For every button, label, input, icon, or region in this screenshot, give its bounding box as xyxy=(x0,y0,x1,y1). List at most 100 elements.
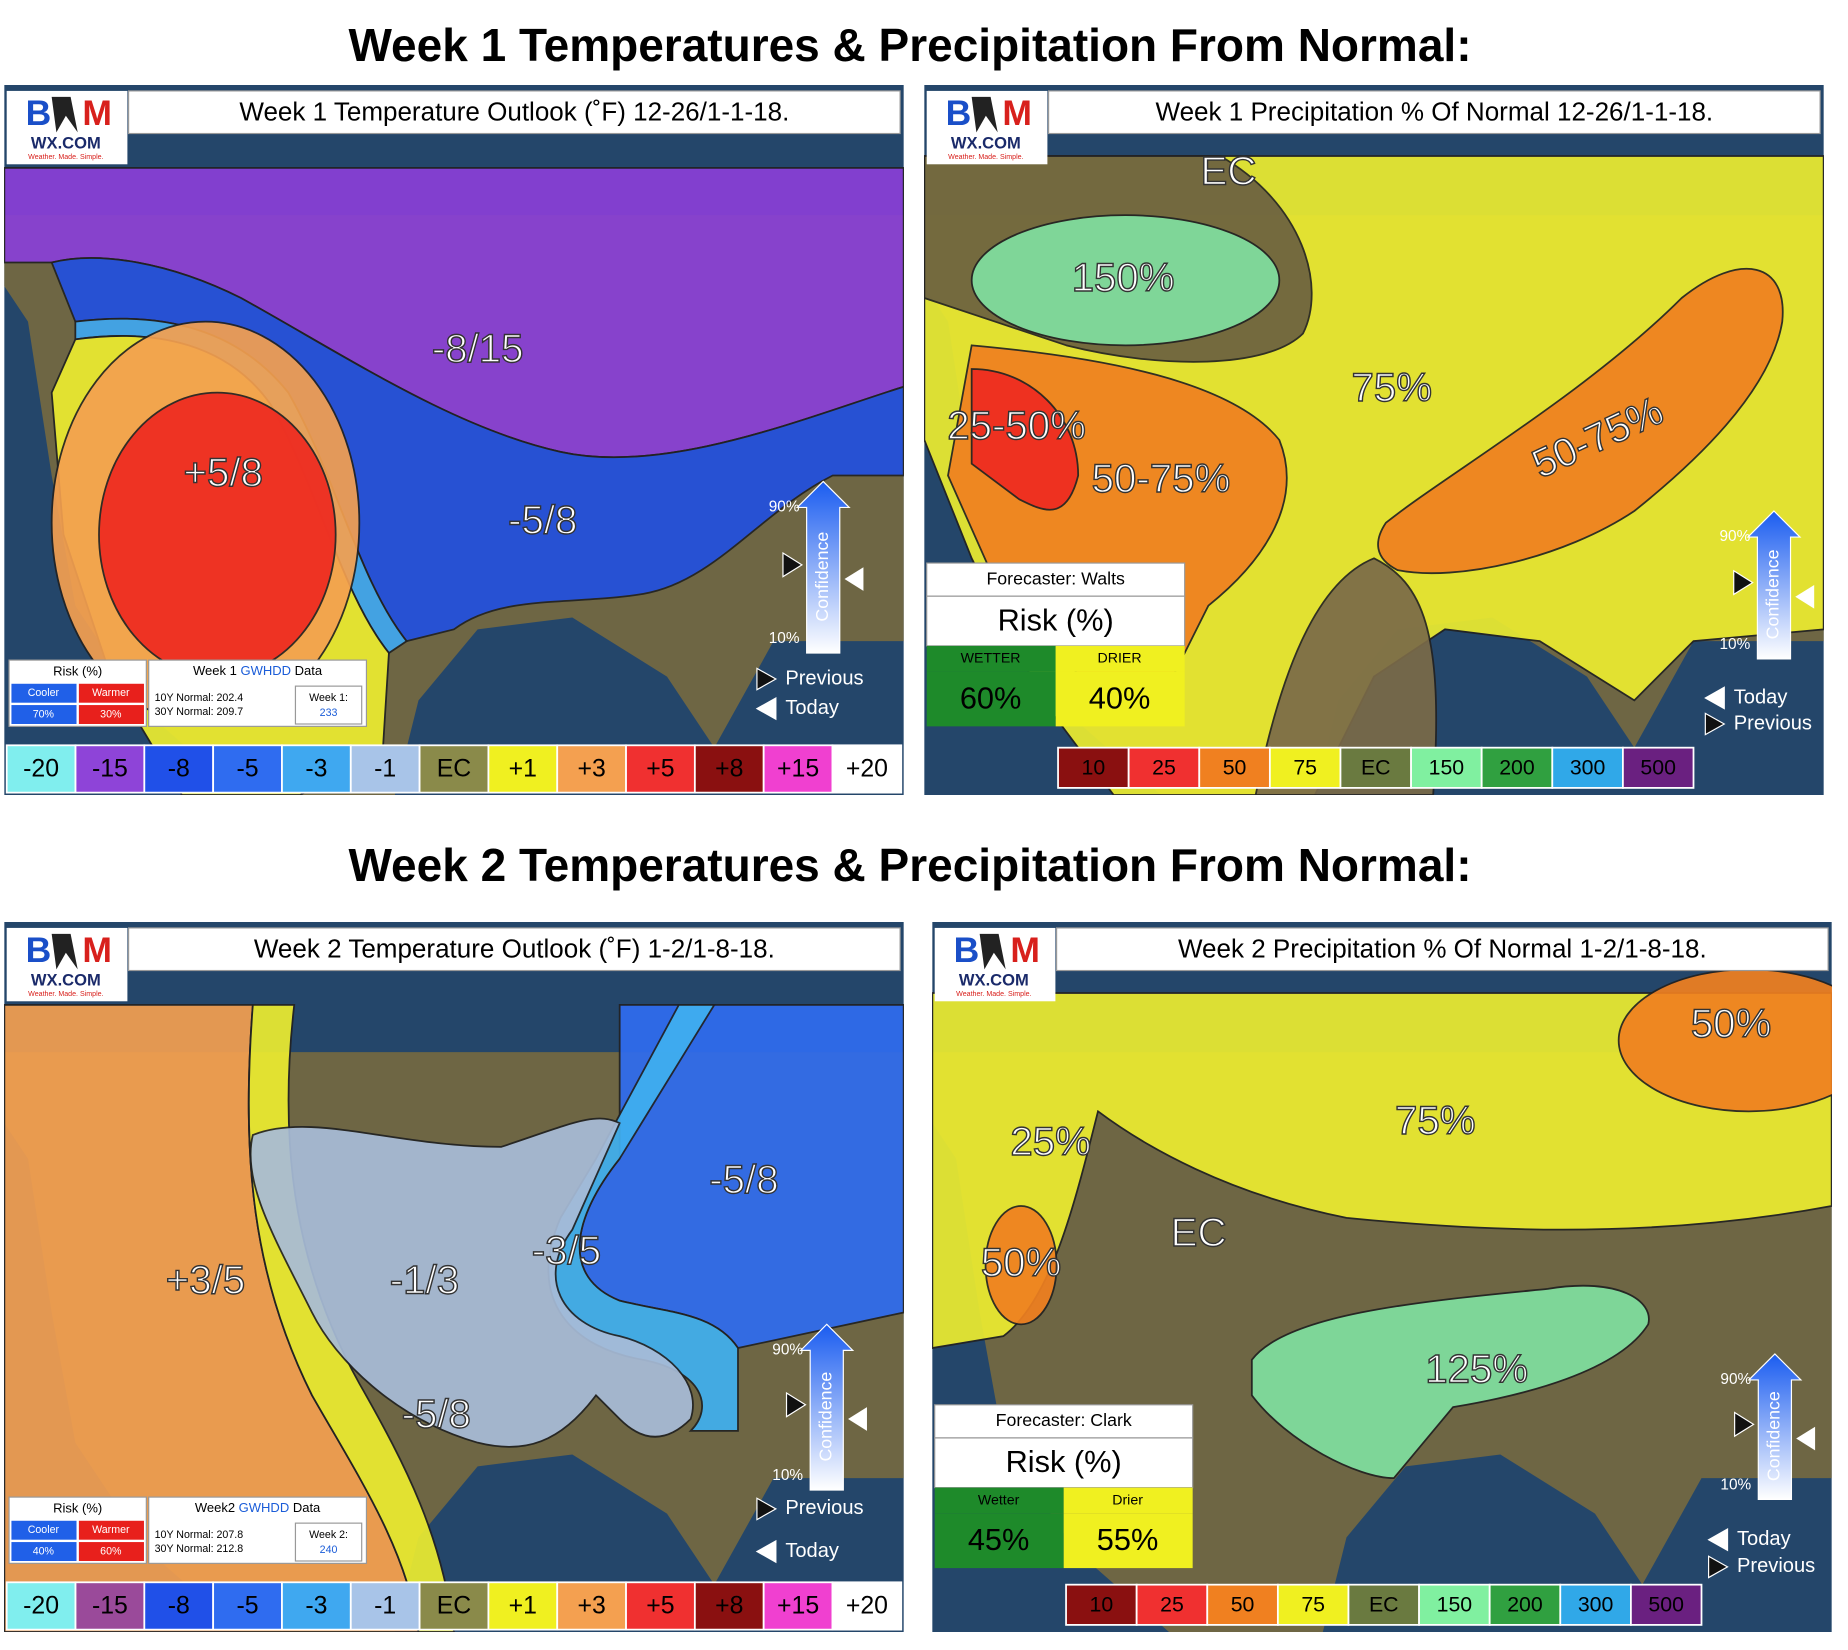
legend-swatch xyxy=(1206,1583,1279,1626)
nav-today[interactable]: Today xyxy=(1734,686,1789,708)
logo-letter: M xyxy=(1010,930,1040,970)
nav-previous[interactable]: Previous xyxy=(785,667,863,689)
legend-label: 50 xyxy=(1231,1593,1255,1617)
region-label: 75% xyxy=(1395,1098,1476,1143)
legend-label: -3 xyxy=(305,756,327,783)
confidence-low: 10% xyxy=(1720,1476,1751,1493)
outlook-region xyxy=(970,214,1281,347)
drier-label: DRIER xyxy=(1098,651,1142,667)
legend-swatch xyxy=(1630,1583,1703,1626)
logo-tagline: Weather. Made. Simple. xyxy=(28,153,103,161)
legend-swatch xyxy=(1135,1583,1209,1626)
legend-label: +1 xyxy=(509,1593,537,1620)
confidence-high: 90% xyxy=(1720,528,1751,545)
legend-swatch xyxy=(74,744,146,794)
section-heading: Week 2 Temperatures & Precipitation From… xyxy=(348,839,1472,891)
gwhdd-normal-30y: 30Y Normal: 209.7 xyxy=(155,706,244,718)
drier-value: 55% xyxy=(1097,1522,1159,1557)
legend-swatch xyxy=(212,1581,283,1631)
wetter-cell xyxy=(926,645,1056,672)
drier-cell xyxy=(1055,645,1185,672)
cooler-label: Cooler xyxy=(28,1524,60,1536)
legend-swatch xyxy=(143,1581,215,1631)
legend-swatch xyxy=(487,744,559,794)
legend-label: 150 xyxy=(1429,756,1465,780)
logo-letter: B xyxy=(26,93,52,133)
legend-label: 50 xyxy=(1223,756,1247,780)
wetter-label: Wetter xyxy=(978,1492,1020,1508)
risk-title: Risk (%) xyxy=(1006,1444,1122,1479)
legend-swatch xyxy=(1418,1583,1491,1626)
confidence-label: Confidence xyxy=(1764,1391,1784,1481)
nav-arrow xyxy=(755,696,777,721)
region-label: 25-50% xyxy=(947,403,1086,448)
legend-swatch xyxy=(1347,1583,1420,1626)
legend-swatch xyxy=(831,744,903,794)
nav-previous[interactable]: Previous xyxy=(1734,712,1812,734)
section-heading: Week 1 Temperatures & Precipitation From… xyxy=(348,19,1472,71)
nav-today[interactable]: Today xyxy=(785,697,840,719)
nav-previous[interactable]: Previous xyxy=(785,1497,863,1519)
legend-swatch xyxy=(1057,746,1130,789)
wetter-value-cell xyxy=(934,1513,1064,1569)
risk-title: Risk (%) xyxy=(998,602,1114,637)
logo-site: WX.COM xyxy=(31,134,101,153)
warmer-value: 30% xyxy=(100,708,122,720)
legend-swatch xyxy=(762,1581,834,1631)
confidence-marker xyxy=(785,1391,807,1418)
drier-label: Drier xyxy=(1112,1492,1143,1508)
gwhdd-week-box xyxy=(294,685,363,725)
legend-label: +3 xyxy=(577,1593,605,1620)
legend-label: +15 xyxy=(777,1593,819,1620)
legend-label: -20 xyxy=(23,756,59,783)
logo-letter: B xyxy=(946,93,972,133)
legend-swatch xyxy=(1127,746,1201,789)
drier-value: 40% xyxy=(1089,680,1151,715)
legend-swatch xyxy=(349,744,421,794)
title-box xyxy=(127,90,901,135)
outlook-region xyxy=(984,1205,1058,1326)
nav-previous[interactable]: Previous xyxy=(1737,1555,1815,1577)
cooler-value: 70% xyxy=(33,708,55,720)
legend-swatch xyxy=(281,744,352,794)
nav-today[interactable]: Today xyxy=(785,1540,840,1562)
legend-label: -5 xyxy=(237,1593,259,1620)
warmer-value-cell xyxy=(78,705,144,724)
outlook-region xyxy=(1377,267,1784,575)
drier-cell xyxy=(1063,1487,1193,1514)
cooler-value-cell xyxy=(11,1542,77,1561)
outlook-region xyxy=(970,368,1080,511)
legend-label: +5 xyxy=(646,1593,674,1620)
legend-label: 300 xyxy=(1578,1593,1614,1617)
cooler-cell xyxy=(11,683,77,703)
legend-label: -5 xyxy=(237,756,259,783)
legend-label: -1 xyxy=(374,756,396,783)
risk-title: Risk (%) xyxy=(53,663,102,678)
region-label: -1/3 xyxy=(390,1258,459,1303)
legend-swatch xyxy=(5,1581,77,1631)
legend-label: 200 xyxy=(1507,1593,1543,1617)
cooler-cell xyxy=(11,1520,77,1540)
gwhdd-week-value: 233 xyxy=(320,707,338,719)
confidence-marker xyxy=(1795,584,1815,609)
legend-swatch xyxy=(5,744,77,794)
outlook-region xyxy=(1254,557,1438,795)
legend-swatch xyxy=(418,1581,490,1631)
logo-figure xyxy=(51,96,78,133)
warmer-value: 60% xyxy=(100,1545,122,1557)
gwhdd-week-box xyxy=(294,1522,363,1562)
logo-letter: M xyxy=(82,930,112,970)
warmer-cell xyxy=(78,1520,144,1540)
gwhdd-title-part: GWHDD xyxy=(240,663,291,678)
confidence-marker xyxy=(1733,569,1754,596)
wetter-value-cell xyxy=(926,671,1056,727)
legend-label: 25 xyxy=(1152,756,1176,780)
region-label: -5/8 xyxy=(709,1157,778,1202)
legend-swatch xyxy=(349,1581,421,1631)
logo-letter: M xyxy=(82,93,112,133)
legend-label: +15 xyxy=(777,756,819,783)
region-label: 25% xyxy=(1010,1119,1091,1164)
gwhdd-title-part: GWHDD xyxy=(239,1500,290,1515)
confidence-arrow xyxy=(1746,510,1802,660)
nav-today[interactable]: Today xyxy=(1737,1528,1792,1550)
